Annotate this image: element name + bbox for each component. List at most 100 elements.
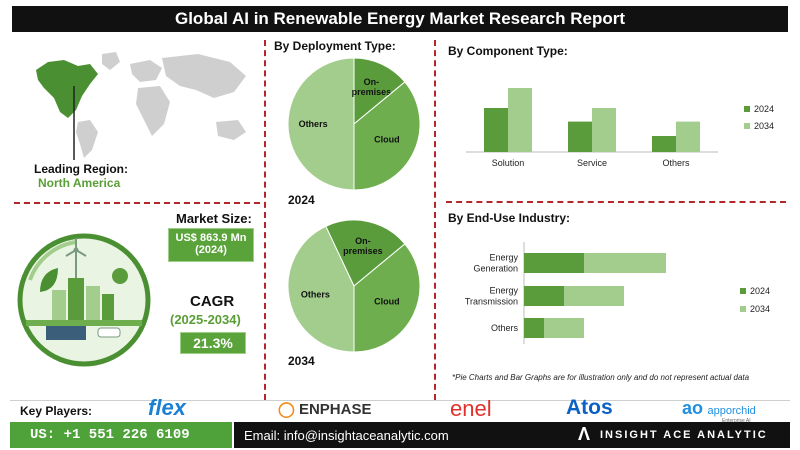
divider-vertical-1 [264, 40, 266, 400]
apporchid-logo: ao apporchid Enterprise AI [682, 398, 756, 424]
asia-shape [162, 54, 246, 98]
contact-bar: Email: info@insightaceanalytic.com Λ INS… [234, 422, 790, 448]
pie-slice-on-premises [353, 57, 406, 126]
pie-label-on-premises: premises [352, 87, 392, 97]
legend-swatch-2034 [744, 123, 750, 129]
brand-logo-icon: Λ [578, 424, 591, 444]
component-title: By Component Type: [448, 44, 568, 58]
ground-strip [26, 320, 142, 326]
legend-label-2034: 2034 [750, 304, 770, 314]
pie-label-cloud: Cloud [374, 296, 400, 306]
tick-label-service: Service [577, 158, 607, 168]
greenland-shape [102, 52, 120, 70]
bar-solution-2024 [484, 108, 508, 152]
bar-others-2024 [652, 136, 676, 152]
green-city-illustration [17, 233, 151, 367]
legend-label-2024: 2024 [754, 104, 774, 114]
africa-shape [136, 86, 170, 136]
market-size-value: US$ 863.9 Mn [175, 232, 247, 244]
bar-others-2024 [524, 318, 544, 338]
market-size-box: US$ 863.9 Mn (2024) [168, 228, 254, 262]
apporchid-tagline: Enterprise AI [722, 418, 751, 424]
apporchid-logo-text: apporchid [707, 405, 756, 417]
pie-2024-year: 2024 [288, 193, 315, 207]
pie-label-on-premises: On- [364, 77, 380, 87]
phone-bar[interactable]: US: +1 551 226 6109 [10, 422, 232, 448]
legend-swatch-2034 [740, 306, 746, 312]
pie-slice-others [287, 225, 355, 353]
south-america-shape [76, 120, 98, 158]
tick-label-energy-transmission: Transmission [465, 297, 518, 307]
bar-energy-transmission-2024 [524, 286, 564, 306]
tick-label-energy-generation: Generation [473, 264, 518, 274]
pie-label-on-premises: premises [343, 246, 383, 256]
pie-label-on-premises: On- [355, 236, 371, 246]
north-america-shape [36, 60, 98, 118]
illustration-ring-arc [28, 240, 77, 281]
bar-energy-transmission-2034 [564, 286, 624, 306]
australia-shape [216, 120, 246, 140]
enphase-logo: ◯ ENPHASE [278, 400, 372, 418]
building-1 [52, 290, 66, 320]
europe-shape [130, 60, 162, 82]
legend-label-2034: 2034 [754, 121, 774, 131]
flex-logo: flex [148, 395, 186, 420]
legend-swatch-2024 [740, 288, 746, 294]
divider-left [14, 202, 260, 204]
key-players-label: Key Players: [20, 404, 93, 418]
building-3 [86, 286, 100, 320]
cagr-value-box: 21.3% [180, 332, 246, 354]
divider-vertical-2 [434, 40, 436, 400]
leaf-icon [40, 268, 58, 292]
bar-service-2034 [592, 108, 616, 152]
pie-label-cloud: Cloud [374, 134, 400, 144]
bar-others-2034 [544, 318, 584, 338]
pie-label-others: Others [299, 119, 328, 129]
pie-2034-year: 2034 [288, 354, 315, 368]
report-title: Global AI in Renewable Energy Market Res… [12, 6, 788, 32]
pie-slice-cloud [353, 81, 421, 191]
pie-slice-others [287, 57, 355, 191]
bar-service-2024 [568, 121, 592, 152]
atos-logo: Atos [566, 396, 613, 419]
leading-region-value: North America [38, 176, 121, 190]
ev-car [97, 327, 121, 338]
enduse-title: By End-Use Industry: [448, 211, 571, 225]
legend-swatch-2024 [744, 106, 750, 112]
market-size-year: (2024) [195, 244, 227, 256]
bar-energy-generation-2024 [524, 253, 584, 273]
deployment-pie-2024: Others On-premises Cloud [287, 57, 421, 191]
tick-label-solution: Solution [492, 158, 525, 168]
pie-slice-cloud [353, 243, 421, 353]
building-4 [102, 294, 114, 320]
building-2 [68, 278, 84, 320]
enduse-stacked-bar-chart: EnergyGenerationEnergyTransmissionOthers… [465, 242, 770, 344]
solar-panels [46, 326, 86, 340]
pie-slice-on-premises [325, 219, 406, 287]
legend-label-2024: 2024 [750, 286, 770, 296]
divider-right [446, 201, 786, 203]
power-icon [112, 268, 128, 284]
enphase-logo-text: ENPHASE [298, 401, 372, 418]
component-bar-chart: Solution Service Others 2024 2034 [466, 88, 774, 168]
illustration-note: *Pie Charts and Bar Graphs are for illus… [452, 373, 750, 382]
market-size-label: Market Size: [176, 211, 252, 226]
wind-turbine-blades [65, 238, 87, 257]
brand-name: INSIGHT ACE ANALYTIC [600, 429, 768, 441]
bar-others-2034 [676, 121, 700, 152]
enphase-mark-icon: ◯ [278, 401, 295, 418]
tick-label-others: Others [662, 158, 690, 168]
divider-bottom [10, 400, 790, 401]
cagr-label: CAGR [190, 293, 235, 310]
leading-region-label: Leading Region: [34, 162, 128, 176]
world-map [36, 52, 246, 160]
deployment-pie-2034: Others On-premises Cloud [287, 219, 421, 353]
tick-label-others: Others [491, 323, 519, 333]
deployment-title: By Deployment Type: [274, 39, 396, 53]
enel-logo: enel [450, 396, 492, 421]
email-text[interactable]: Email: info@insightaceanalytic.com [244, 428, 449, 443]
cagr-period: (2025-2034) [170, 312, 241, 327]
bar-energy-generation-2034 [584, 253, 666, 273]
tick-label-energy-generation: Energy [489, 253, 518, 263]
